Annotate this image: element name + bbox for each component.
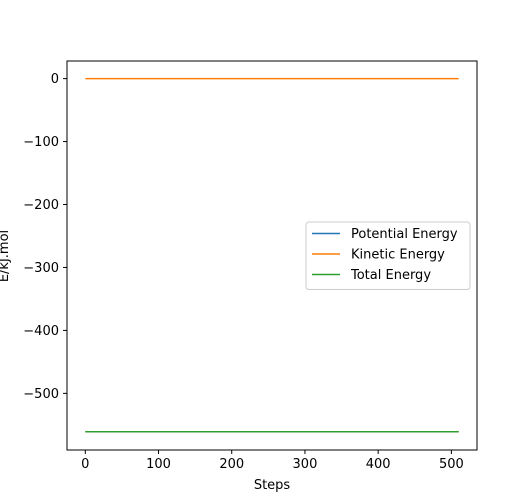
y-tick-label: −100 — [23, 135, 59, 150]
y-tick-label: −200 — [23, 198, 59, 213]
x-tick-label: 100 — [146, 457, 171, 472]
x-axis-label: Steps — [254, 478, 291, 493]
plot-frame — [66, 60, 478, 451]
x-tick-label: 200 — [219, 457, 244, 472]
y-axis-label: E/kJ.mol — [0, 230, 12, 282]
y-tick-label: −300 — [23, 261, 59, 276]
legend: Potential Energy Kinetic Energy Total Ener… — [305, 221, 471, 290]
y-tick-label: −500 — [23, 387, 59, 402]
y-tick-label: 0 — [51, 72, 59, 87]
y-axis-ticks: 0 −100 −200 −300 −400 −500 — [23, 72, 67, 402]
x-axis-ticks: 0 100 200 300 400 500 — [81, 450, 464, 472]
y-tick-label: −400 — [23, 324, 59, 339]
series-layer — [85, 77, 459, 433]
legend-entry: Total Energy — [350, 268, 431, 283]
legend-box — [305, 221, 471, 290]
legend-entry: Kinetic Energy — [351, 248, 445, 263]
legend-entry: Potential Energy — [351, 227, 458, 242]
x-tick-label: 500 — [439, 457, 464, 472]
x-tick-label: 400 — [366, 457, 391, 472]
x-tick-label: 300 — [293, 457, 318, 472]
x-tick-label: 0 — [81, 457, 89, 472]
